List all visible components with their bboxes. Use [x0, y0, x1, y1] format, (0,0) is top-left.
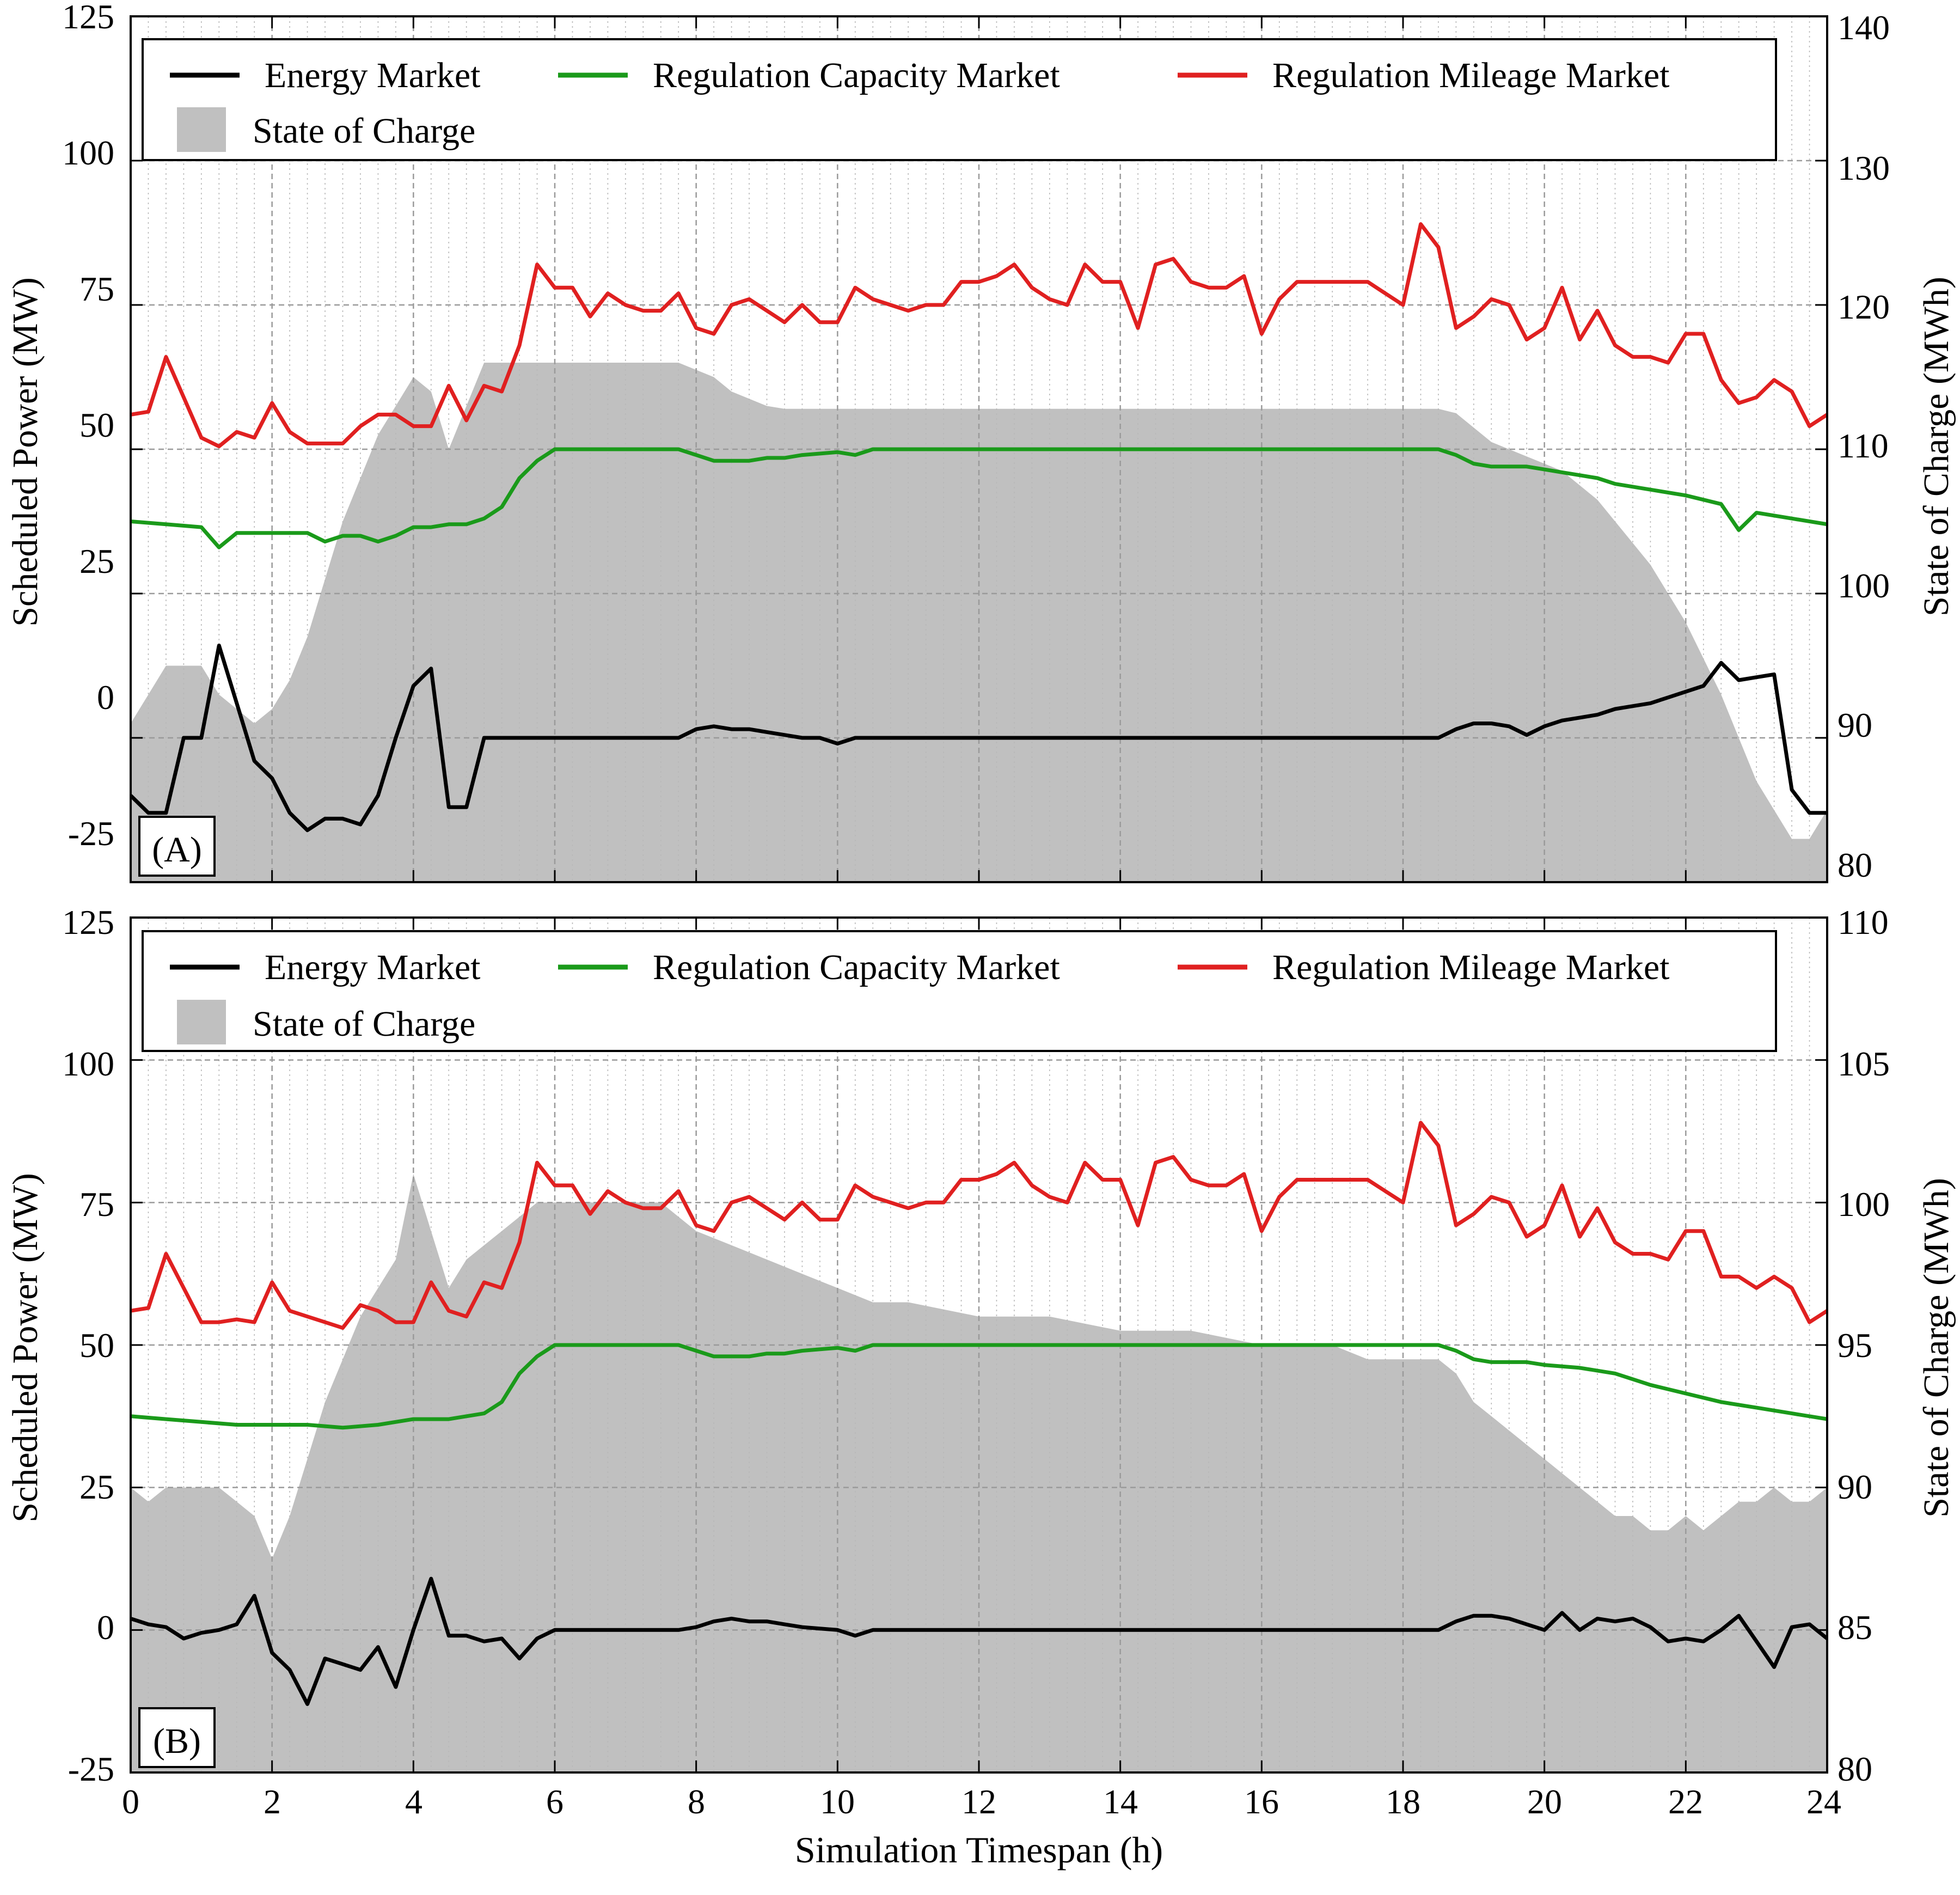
y-tick-label: 125 [62, 903, 114, 942]
y-right-tick-label: 120 [1837, 288, 1890, 326]
energy-market-line-b [131, 1576, 1827, 1706]
y-tick-label: 75 [79, 1185, 114, 1224]
legend-swatch-soc [177, 1000, 226, 1044]
legend-label-capacity: Regulation Capacity Market [653, 56, 1060, 95]
regulation-mileage-line-a [131, 222, 1827, 449]
y-tick-labels-b: 125 100 75 50 25 0 -25 [62, 903, 114, 1788]
x-tick-label: 12 [961, 1782, 996, 1821]
x-tick-label: 10 [820, 1782, 855, 1821]
y-right-tick-label: 95 [1837, 1326, 1872, 1365]
y-tick-label: 125 [62, 0, 114, 36]
y-tick-label: 100 [62, 133, 114, 172]
y-right-tick-label: 85 [1837, 1608, 1872, 1647]
y-right-tick-labels-a: 140 130 120 110 100 90 80 [1837, 8, 1890, 884]
legend-label-mileage: Regulation Mileage Market [1272, 56, 1669, 95]
x-tick-label: 24 [1806, 1782, 1841, 1821]
y-right-tick-label: 90 [1837, 1468, 1872, 1506]
y-tick-label: 50 [79, 1326, 114, 1365]
legend-label-capacity: Regulation Capacity Market [653, 948, 1060, 987]
y-right-tick-label: 110 [1837, 426, 1889, 465]
y-tick-labels-a: 125 100 75 50 25 0 -25 [62, 0, 114, 853]
panel-a: 125 100 75 50 25 0 -25 140 130 120 110 1… [5, 0, 1956, 884]
y-tick-label: 25 [79, 542, 114, 580]
x-tick-label: 6 [546, 1782, 564, 1821]
legend-label-energy: Energy Market [265, 948, 480, 987]
x-tick-label: 8 [688, 1782, 705, 1821]
legend-a: Energy Market Regulation Capacity Market… [142, 38, 1777, 161]
y-right-axis-label-a: State of Charge (MWh) [1916, 277, 1956, 616]
ticks-b [130, 916, 1828, 1774]
x-tick-label: 22 [1668, 1782, 1703, 1821]
x-tick-label: 0 [122, 1782, 139, 1821]
legend-box [142, 930, 1777, 1052]
y-right-tick-label: 90 [1837, 706, 1872, 744]
y-right-tick-label: 140 [1837, 8, 1890, 47]
x-tick-label: 18 [1386, 1782, 1420, 1821]
x-tick-label: 16 [1244, 1782, 1279, 1821]
x-axis-label: Simulation Timespan (h) [795, 1829, 1163, 1870]
y-axis-label-a: Scheduled Power (MW) [5, 277, 45, 627]
y-right-tick-label: 100 [1837, 566, 1890, 605]
panel-label-box-a [138, 816, 216, 877]
y-right-tick-labels-b: 110 105 100 95 90 85 80 [1837, 903, 1890, 1788]
y-tick-label: -25 [68, 814, 114, 853]
panel-label-box-b [138, 1707, 216, 1768]
y-axis-label-b: Scheduled Power (MW) [5, 1173, 45, 1523]
y-right-tick-label: 80 [1837, 1750, 1872, 1788]
x-tick-label: 4 [405, 1782, 422, 1821]
legend-swatch-soc [177, 107, 226, 152]
regulation-capacity-line-b [131, 1343, 1827, 1430]
y-tick-label: 25 [79, 1468, 114, 1506]
y-right-tick-label: 100 [1837, 1185, 1890, 1224]
y-right-tick-label: 130 [1837, 149, 1890, 187]
y-tick-label: 0 [97, 678, 114, 717]
legend-label-soc: State of Charge [253, 1004, 475, 1044]
x-tick-labels: 0 2 4 6 8 10 12 14 16 18 20 22 24 [122, 1782, 1841, 1821]
legend-label-mileage: Regulation Mileage Market [1272, 948, 1669, 987]
panel-label-b: (B) [153, 1721, 201, 1761]
y-right-tick-label: 80 [1837, 846, 1872, 884]
energy-market-line-a [131, 643, 1827, 833]
y-tick-label: 75 [79, 270, 114, 308]
legend-box [142, 38, 1777, 161]
y-tick-label: 100 [62, 1044, 114, 1083]
panel-b: 125 100 75 50 25 0 -25 110 105 100 95 90… [5, 903, 1956, 1870]
x-tick-label: 14 [1103, 1782, 1138, 1821]
y-right-tick-label: 110 [1837, 903, 1889, 942]
regulation-mileage-line-b [131, 1121, 1827, 1330]
legend-label-energy: Energy Market [265, 56, 480, 95]
regulation-capacity-line-a [131, 447, 1827, 549]
x-tick-label: 20 [1527, 1782, 1562, 1821]
y-tick-label: 0 [97, 1608, 114, 1647]
y-right-tick-label: 105 [1837, 1044, 1890, 1083]
panel-label-a: (A) [152, 830, 202, 870]
y-tick-label: -25 [68, 1750, 114, 1788]
legend-label-soc: State of Charge [253, 111, 475, 151]
legend-b: Energy Market Regulation Capacity Market… [142, 930, 1777, 1052]
ticks-a [130, 15, 1828, 883]
x-tick-label: 2 [264, 1782, 281, 1821]
y-right-axis-label-b: State of Charge (MWh) [1916, 1178, 1956, 1518]
y-tick-label: 50 [79, 406, 114, 444]
